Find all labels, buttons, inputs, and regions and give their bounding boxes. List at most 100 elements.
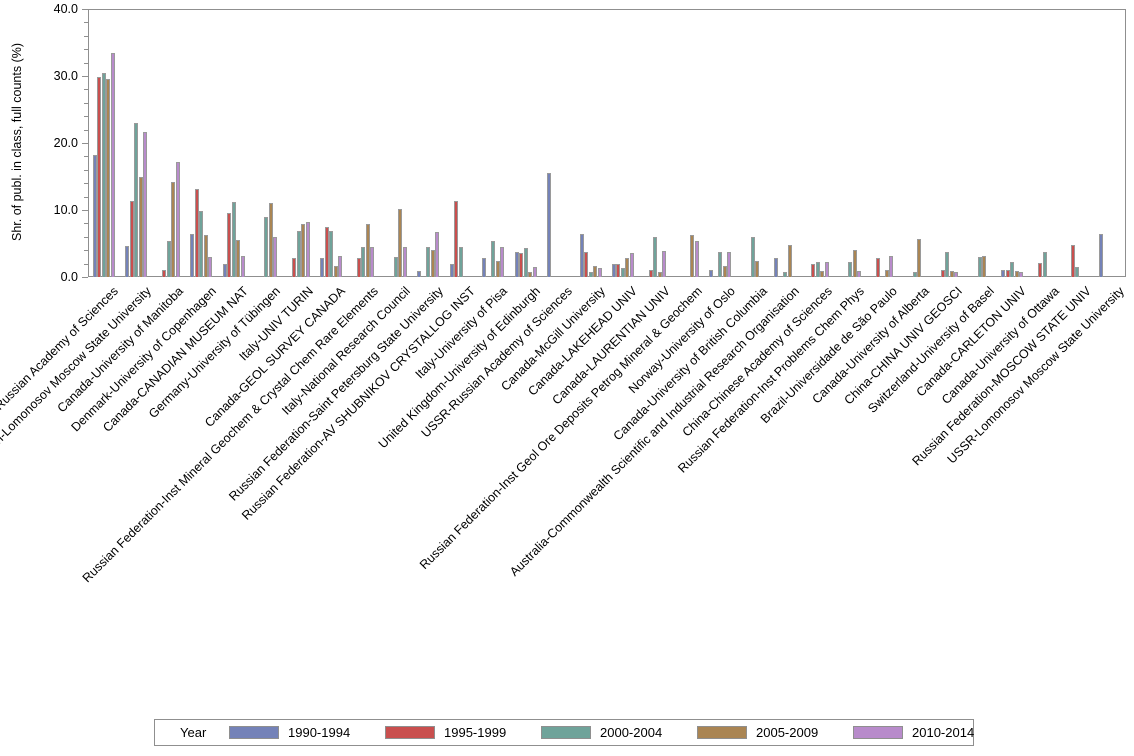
bar [106, 79, 111, 277]
bar [1075, 267, 1080, 277]
bar [491, 241, 496, 277]
y-axis-minor-tick [84, 196, 88, 198]
bar [1010, 262, 1015, 277]
bar [365, 224, 370, 277]
y-axis-minor-tick [84, 22, 88, 24]
bar [727, 252, 732, 277]
bar [912, 272, 917, 277]
bar [320, 258, 325, 277]
legend-item-label: 2010-2014 [912, 725, 975, 740]
bar [194, 189, 199, 277]
bar [208, 257, 213, 277]
bar [848, 262, 853, 277]
bar [426, 247, 431, 277]
bar [356, 258, 361, 277]
bar [593, 266, 598, 277]
bar [296, 231, 301, 277]
bar [694, 241, 699, 277]
y-axis-minor-tick [84, 129, 88, 131]
legend-swatch [853, 726, 903, 739]
y-axis-major-tick [82, 76, 88, 77]
legend-item-label: 1990-1994 [288, 725, 351, 740]
legend-item-label: 2000-2004 [600, 725, 663, 740]
legend-item-label: 1995-1999 [444, 725, 507, 740]
bar [134, 123, 139, 277]
y-axis-tick-label: 0.0 [60, 270, 78, 284]
legend-swatch [541, 726, 591, 739]
bar [292, 258, 297, 277]
legend-title: Year [180, 725, 207, 740]
bar [709, 270, 714, 277]
bar [755, 261, 760, 277]
bar [945, 252, 950, 277]
bar [273, 237, 278, 277]
legend-item-label: 2005-2009 [756, 725, 819, 740]
bar [301, 224, 306, 277]
y-axis-minor-tick [84, 102, 88, 104]
bar [811, 264, 816, 277]
bar [203, 235, 208, 277]
bar [616, 264, 621, 277]
bar [982, 256, 987, 277]
bar [584, 252, 589, 277]
y-axis-minor-tick [84, 183, 88, 185]
bar [482, 258, 487, 277]
bar [820, 271, 825, 277]
bar [597, 268, 602, 277]
bar [236, 240, 241, 277]
bar [162, 270, 167, 277]
bar [657, 272, 662, 277]
y-axis-tick-label: 30.0 [53, 69, 78, 83]
bar [240, 256, 245, 277]
bar [227, 213, 232, 277]
bar [722, 266, 727, 277]
bar [430, 250, 435, 277]
y-axis-minor-tick [84, 49, 88, 51]
bar [718, 252, 723, 277]
legend-swatch [697, 726, 747, 739]
bar [547, 173, 552, 277]
bar [338, 256, 343, 277]
bar [579, 234, 584, 277]
bar [954, 272, 959, 277]
y-axis-major-tick [82, 143, 88, 144]
bar [857, 271, 862, 277]
bar [110, 53, 115, 277]
bar [884, 270, 889, 277]
y-axis-minor-tick [84, 223, 88, 225]
y-axis-minor-tick [84, 89, 88, 91]
bar [305, 222, 310, 277]
bar [1098, 234, 1103, 277]
y-axis-minor-tick [84, 263, 88, 265]
bar [138, 177, 143, 277]
bar [917, 239, 922, 277]
bar [222, 264, 227, 277]
bar [875, 258, 880, 277]
bar [625, 258, 630, 277]
bar [1042, 252, 1047, 277]
bar [653, 237, 658, 277]
bar [1001, 270, 1006, 277]
bar [166, 241, 171, 277]
y-axis-tick-label: 10.0 [53, 203, 78, 217]
bar [175, 162, 180, 277]
legend-swatch [229, 726, 279, 739]
y-axis-minor-tick [84, 169, 88, 171]
bar [783, 272, 788, 277]
bar [1019, 272, 1024, 277]
bar [1014, 271, 1019, 277]
bar [977, 257, 982, 277]
bar [940, 270, 945, 277]
bar [495, 261, 500, 277]
bar [458, 247, 463, 277]
bar [449, 264, 454, 277]
y-axis-minor-tick [84, 116, 88, 118]
bar [454, 201, 459, 277]
bar [1038, 263, 1043, 277]
bar [588, 272, 593, 277]
bar [949, 271, 954, 277]
y-axis-major-tick [82, 9, 88, 10]
bar [370, 247, 375, 277]
bar [398, 209, 403, 277]
